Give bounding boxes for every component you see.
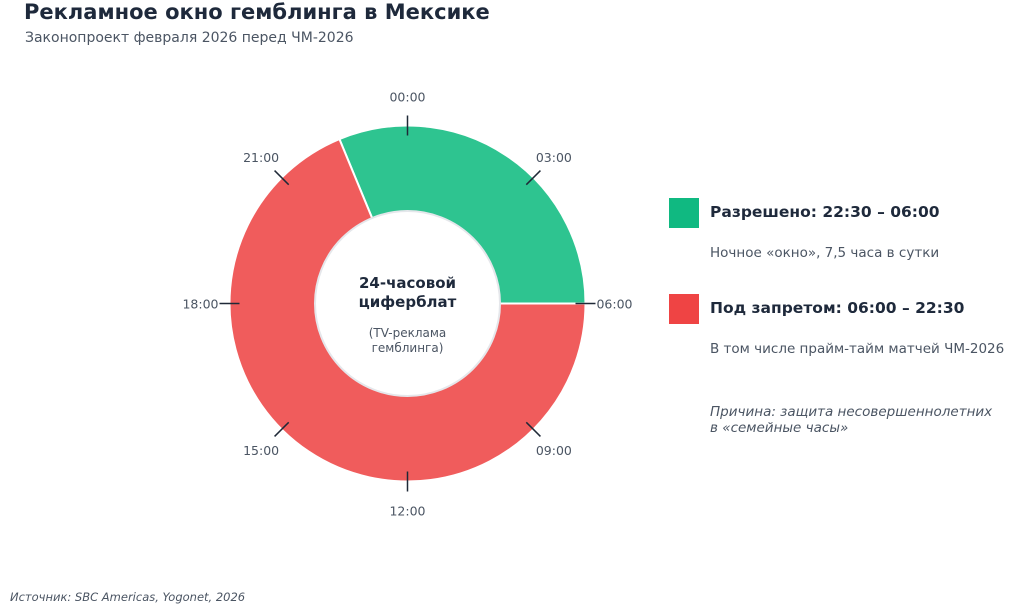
clock-tick	[274, 421, 290, 437]
clock-label: 09:00	[536, 443, 572, 458]
legend-label-banned: Под запретом: 06:00 – 22:30	[710, 299, 965, 317]
clock-tick	[525, 421, 541, 437]
reason-line2: в «семейные часы»	[710, 420, 849, 436]
clock-label: 00:00	[389, 90, 425, 105]
legend-label-allowed: Разрешено: 22:30 – 06:00	[710, 203, 940, 221]
reason-line1: Причина: защита несовершеннолетних	[710, 404, 993, 420]
center-note-line1: (TV-реклама	[369, 326, 447, 340]
legend-desc-banned: В том числе прайм-тайм матчей ЧМ-2026	[710, 341, 1005, 357]
clock-label: 03:00	[536, 150, 572, 165]
center-note-line2: гемблинга)	[372, 341, 444, 355]
clock-label: 15:00	[243, 443, 279, 458]
clock-label: 06:00	[596, 297, 632, 312]
clock-label: 21:00	[243, 150, 279, 165]
donut-hole	[314, 210, 501, 397]
center-title-line1: 24-часовой	[359, 274, 456, 292]
legend-swatch-allowed	[669, 198, 699, 228]
chart-title: Рекламное окно гемблинга в Мексике	[24, 0, 490, 24]
legend-desc-allowed: Ночное «окно», 7,5 часа в сутки	[710, 245, 940, 261]
clock-tick	[274, 170, 290, 186]
reason-note: Причина: защита несовершеннолетних в «се…	[710, 404, 992, 436]
clock-tick	[525, 170, 541, 186]
legend-swatch-banned	[669, 294, 699, 324]
clock-label: 18:00	[182, 297, 218, 312]
chart-subtitle: Законопроект февраля 2026 перед ЧМ-2026	[25, 30, 354, 46]
clock-label: 12:00	[389, 504, 425, 519]
center-title-line2: циферблат	[359, 293, 457, 311]
source-note: Источник: SBC Americas, Yogonet, 2026	[10, 590, 246, 604]
